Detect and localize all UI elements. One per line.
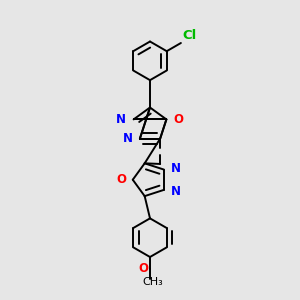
Text: O: O [116,173,126,186]
Text: N: N [116,113,126,126]
Text: Cl: Cl [182,28,197,41]
Text: N: N [171,185,181,198]
Text: N: N [171,162,181,175]
Text: CH₃: CH₃ [142,277,163,287]
Text: O: O [173,113,183,126]
Text: O: O [139,262,148,275]
Text: N: N [122,132,132,145]
